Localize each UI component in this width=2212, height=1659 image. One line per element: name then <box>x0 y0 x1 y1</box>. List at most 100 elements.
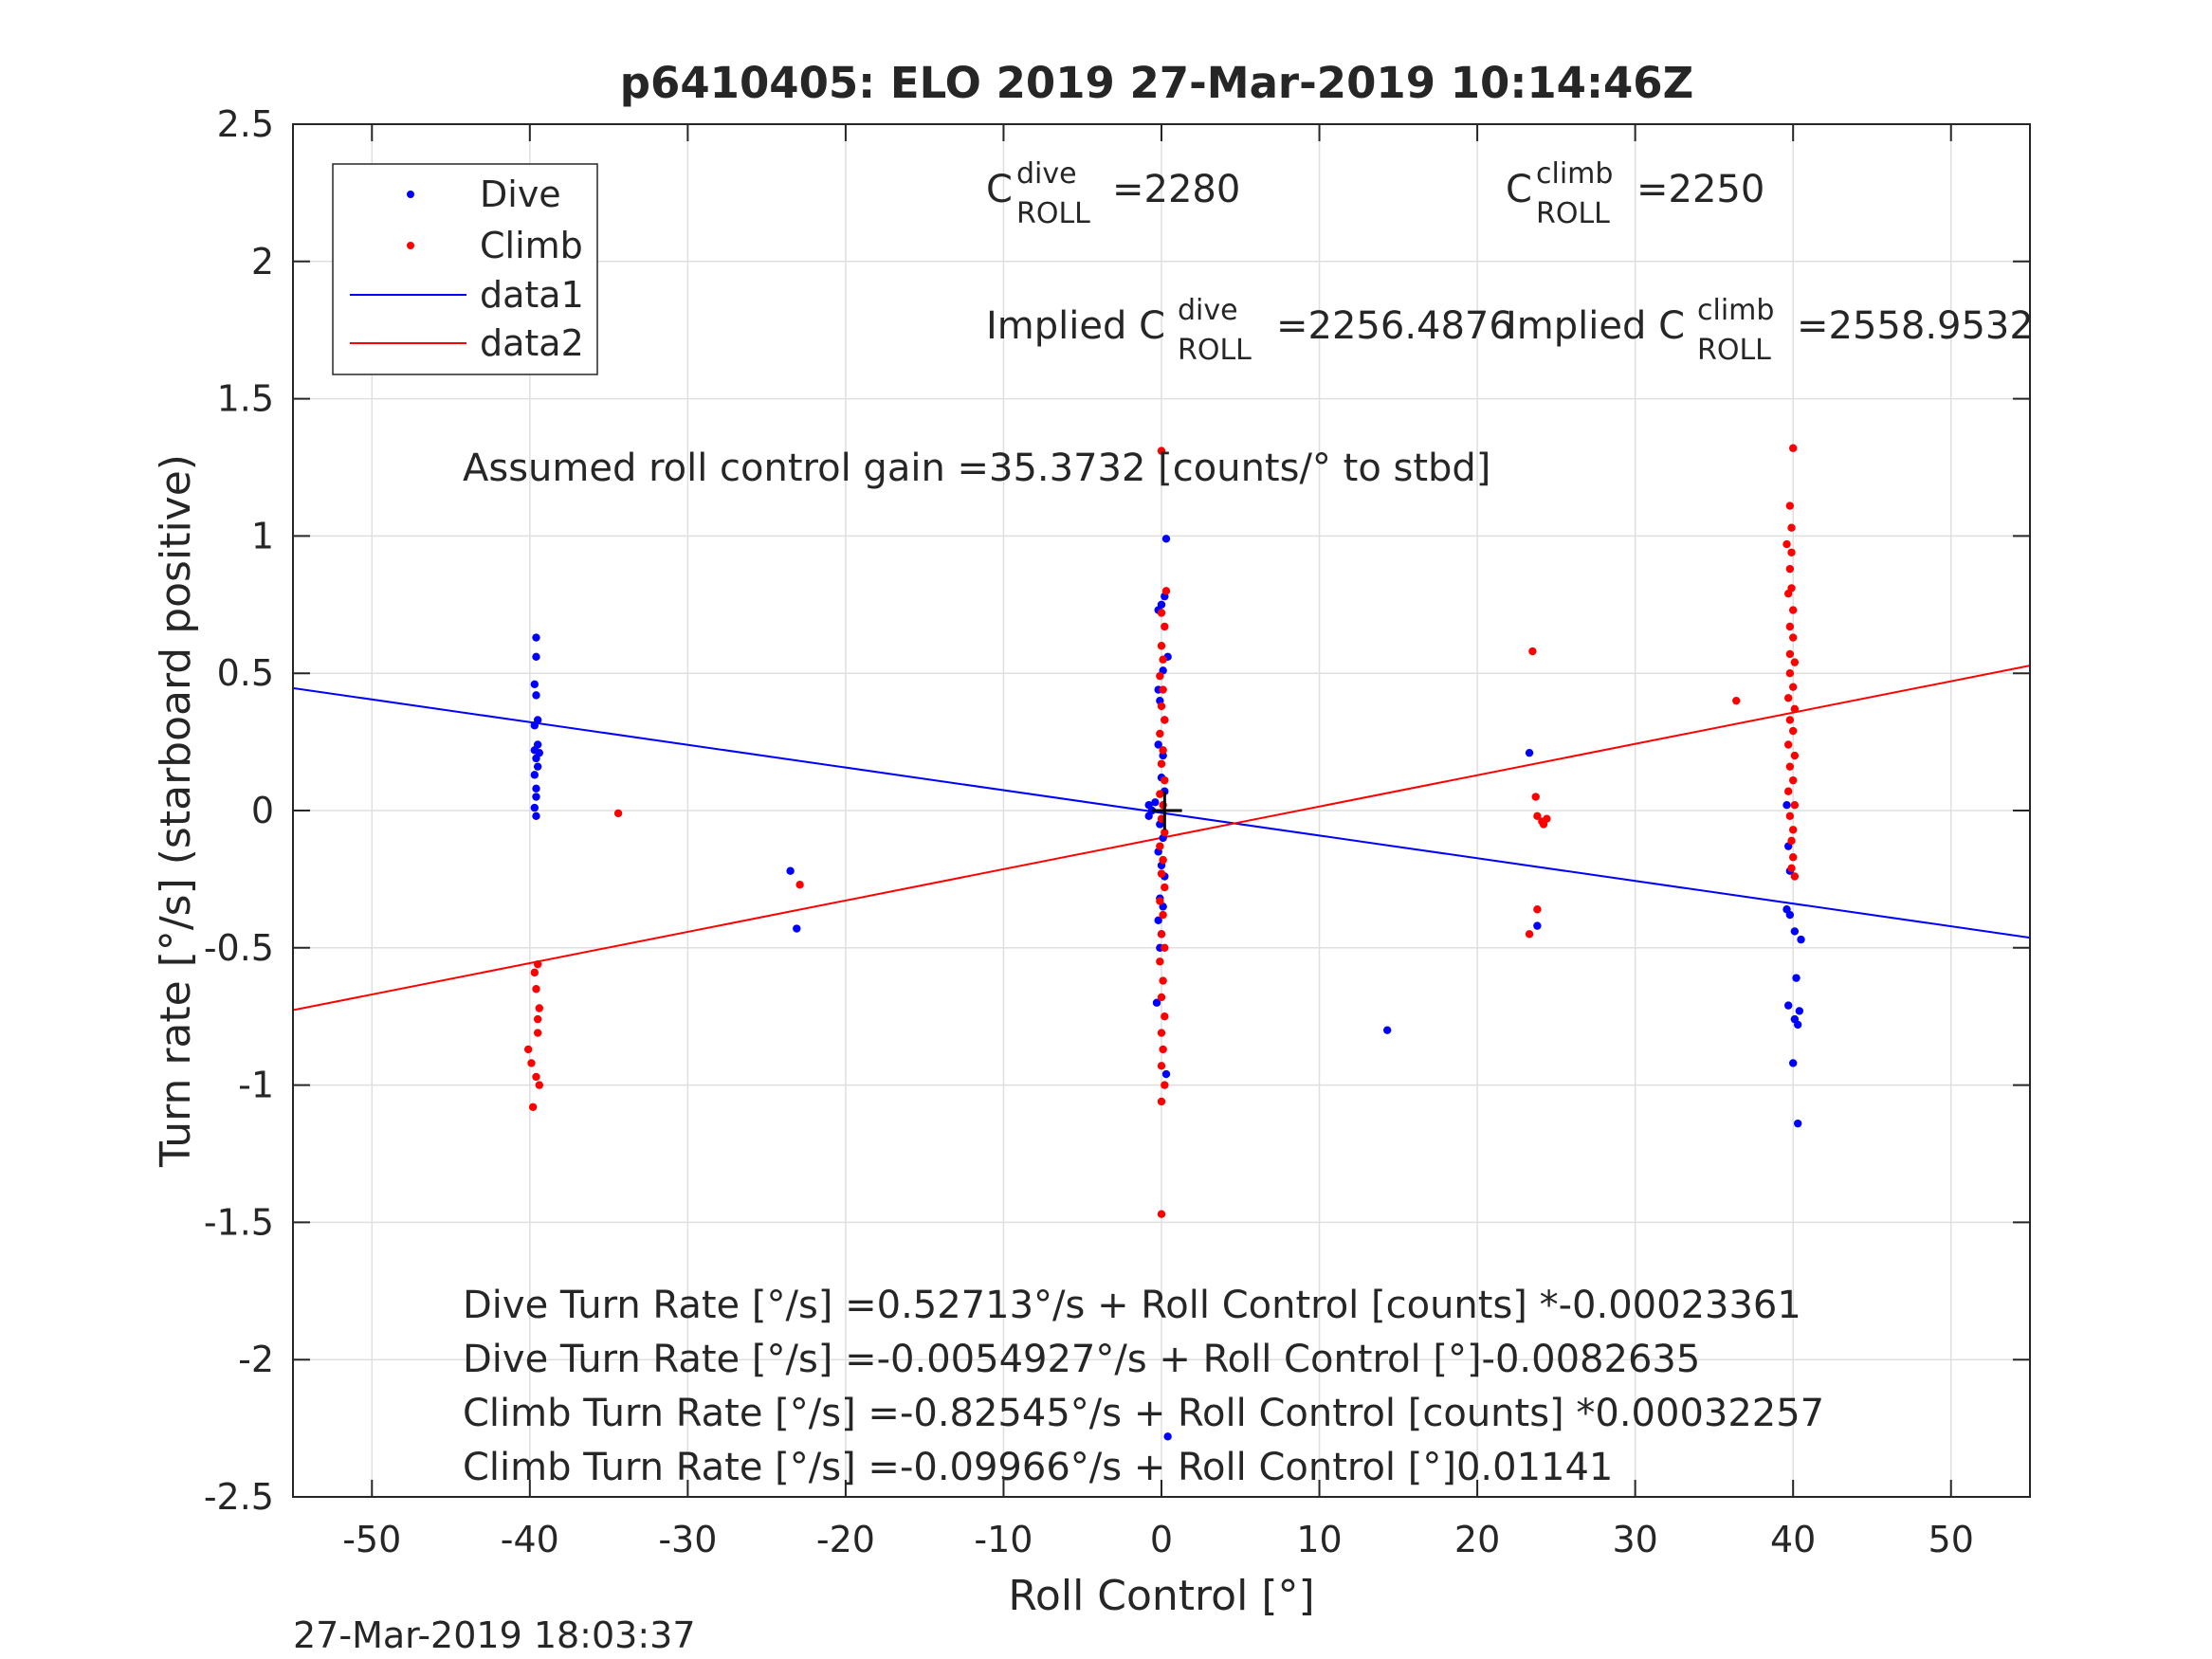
y-tick-label: 0 <box>251 790 274 831</box>
y-tick-label: -0.5 <box>204 927 274 969</box>
climb-point <box>1783 740 1793 749</box>
legend-box <box>332 163 598 375</box>
climb-point <box>1732 696 1741 705</box>
climb-point <box>533 1014 542 1024</box>
x-tick-label: 30 <box>1612 1519 1657 1560</box>
x-tick-label: -50 <box>342 1519 401 1560</box>
dive-point <box>1161 1069 1171 1079</box>
x-tick-label: -40 <box>501 1519 559 1560</box>
dive-point <box>786 866 795 875</box>
climb-point <box>1787 836 1796 846</box>
climb-point <box>1782 539 1791 549</box>
dive-point <box>532 811 540 820</box>
c-dive-sup: dive <box>1016 157 1077 191</box>
climb-point <box>1785 762 1795 771</box>
dive-point <box>1159 751 1167 760</box>
climb-point <box>1785 622 1795 631</box>
climb-point <box>1156 897 1164 905</box>
climb-point <box>1788 853 1798 862</box>
climb-point <box>1788 826 1798 834</box>
implied-dive-prefix: Implied C <box>986 304 1165 348</box>
y-tick-label: 2 <box>251 241 274 283</box>
implied-dive-value: =2256.4876 <box>1276 304 1513 348</box>
climb-point <box>1788 775 1798 785</box>
climb-point <box>1788 606 1798 614</box>
x-tick-labels: -50 -40 -30 -20 -10 0 10 20 30 40 50 <box>342 1519 1974 1560</box>
dive-point <box>1152 998 1161 1007</box>
y-tick-label: 2.5 <box>217 103 274 145</box>
climb-point <box>1159 655 1167 664</box>
climb-point <box>1156 957 1164 966</box>
climb-point <box>535 1081 544 1089</box>
y-tick-label: -1 <box>238 1065 274 1106</box>
climb-point <box>1161 943 1169 952</box>
climb-point <box>1525 930 1534 939</box>
x-tick-label: 10 <box>1296 1519 1342 1560</box>
legend-label-data2: data2 <box>480 322 584 364</box>
climb-point <box>1157 930 1166 939</box>
climb-point <box>1788 444 1798 452</box>
climb-point <box>1156 842 1164 850</box>
climb-point <box>1157 869 1166 878</box>
dive-point <box>530 680 539 688</box>
c-dive-base: C <box>986 168 1013 211</box>
dive-point <box>1783 1001 1793 1010</box>
dive-point <box>530 803 539 812</box>
x-tick-label: 0 <box>1150 1519 1173 1560</box>
fit-equation-dive-counts: Dive Turn Rate [°/s] =0.52713°/s + Roll … <box>463 1284 1801 1327</box>
climb-point <box>1156 790 1164 798</box>
climb-point <box>523 1045 533 1054</box>
fit-equation-dive-degrees: Dive Turn Rate [°/s] =-0.0054927°/s + Ro… <box>463 1338 1700 1381</box>
climb-point <box>795 880 804 889</box>
dive-point <box>1793 1020 1802 1030</box>
y-axis-label: Turn rate [°/s] (starboard positive) <box>152 454 200 1168</box>
dive-point <box>532 754 540 763</box>
climb-point <box>528 1103 538 1111</box>
implied-climb-sup: climb <box>1697 294 1774 327</box>
climb-point <box>1790 872 1800 881</box>
dive-point <box>532 652 540 662</box>
climb-point <box>1785 669 1795 678</box>
climb-point <box>1161 828 1169 837</box>
x-tick-label: 40 <box>1770 1519 1816 1560</box>
fit-equation-climb-degrees: Climb Turn Rate [°/s] =-0.09966°/s + Rol… <box>463 1446 1613 1489</box>
climb-point <box>1156 729 1164 738</box>
dive-point <box>1797 935 1805 944</box>
climb-point <box>613 809 623 818</box>
data-points <box>523 444 1805 1441</box>
climb-point <box>1161 1081 1169 1089</box>
climb-point <box>1533 811 1542 820</box>
x-tick-label: -30 <box>658 1519 717 1560</box>
implied-dive-annotation: Implied C dive ROLL =2256.4876 <box>986 294 1513 367</box>
climb-point <box>1157 1029 1166 1037</box>
climb-point <box>1788 683 1798 691</box>
climb-point <box>533 959 542 969</box>
climb-point <box>1161 1012 1169 1021</box>
c-climb-sub: ROLL <box>1536 197 1610 230</box>
legend-label-climb: Climb <box>480 225 583 266</box>
y-tick-label: -2.5 <box>204 1476 274 1518</box>
climb-point <box>1159 855 1167 865</box>
climb-point <box>1528 647 1537 656</box>
climb-point <box>1159 910 1167 920</box>
c-climb-sup: climb <box>1536 157 1613 191</box>
c-dive-annotation: C dive ROLL =2280 <box>986 157 1240 230</box>
legend-label-data1: data1 <box>480 274 584 316</box>
climb-point <box>1788 726 1798 736</box>
print-timestamp: 27-Mar-2019 18:03:37 <box>293 1614 696 1656</box>
climb-point <box>1157 1062 1166 1070</box>
dive-point <box>532 633 540 642</box>
climb-point <box>532 1072 540 1082</box>
climb-point <box>1785 501 1795 510</box>
climb-point <box>1785 811 1795 820</box>
implied-climb-prefix: Implied C <box>1506 304 1685 348</box>
dive-point <box>1154 740 1162 749</box>
climb-point <box>1539 820 1548 829</box>
climb-point <box>1783 694 1793 702</box>
climb-point <box>1787 523 1796 532</box>
climb-point <box>1790 751 1800 760</box>
climb-point <box>1161 716 1169 724</box>
dive-point <box>532 793 540 801</box>
climb-point <box>1783 787 1793 795</box>
